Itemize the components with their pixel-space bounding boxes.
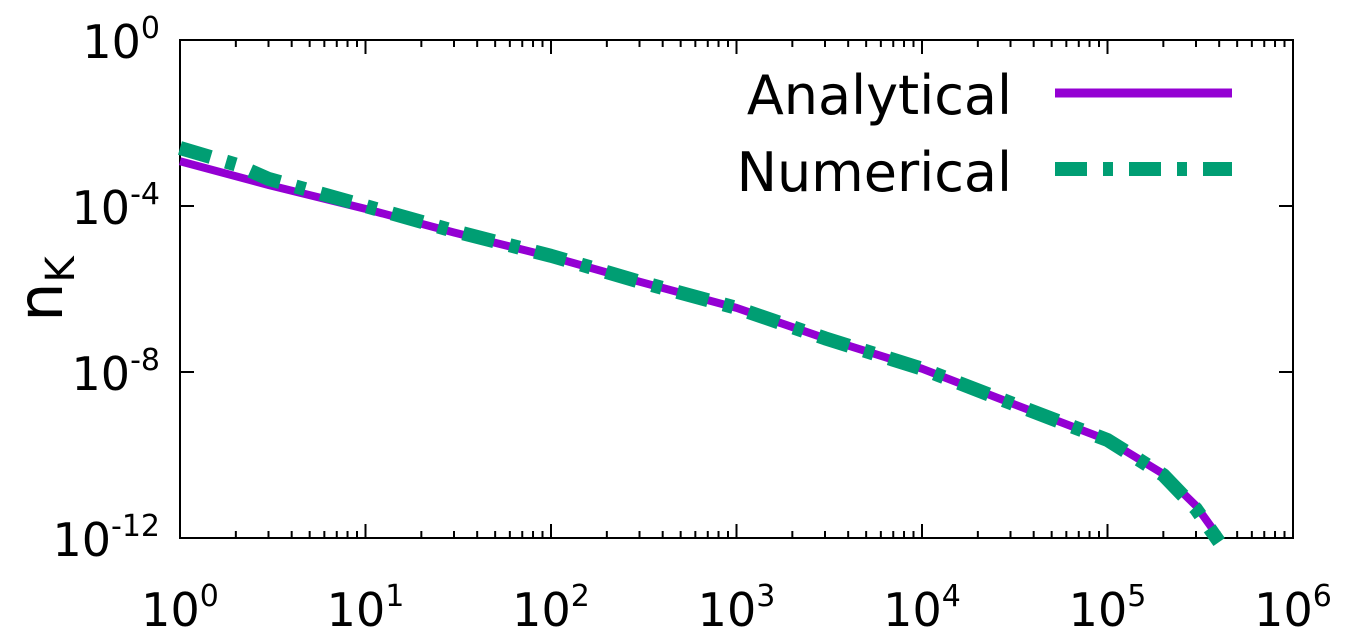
x-tick-labels: 100 101 102 103 104 105 106 [141, 579, 1332, 637]
x-tick-label: 104 [883, 579, 961, 637]
y-tick-label: 100 [82, 11, 160, 69]
legend: Analytical Numerical [737, 64, 1232, 204]
x-tick-label: 106 [1254, 579, 1332, 637]
x-tick-label: 105 [1069, 579, 1147, 637]
x-tick-label: 102 [512, 579, 590, 637]
series-line-numerical [178, 141, 1225, 547]
y-tick-label: 10-12 [52, 509, 160, 567]
plot-frame [179, 39, 1294, 539]
y-tick-label: 10-8 [72, 343, 160, 401]
y-tick-labels: 100 10-4 10-8 10-12 [52, 11, 160, 567]
x-tick-label: 101 [327, 579, 405, 637]
axis-ticks [180, 39, 1293, 539]
legend-label-analytical: Analytical [747, 64, 1012, 127]
series-line-analytical [178, 157, 1223, 541]
x-tick-label: 100 [141, 579, 219, 637]
x-tick-label: 103 [698, 579, 776, 637]
y-tick-label: 10-4 [72, 177, 160, 235]
y-axis-label-base: n [4, 282, 77, 321]
series-layer [178, 141, 1225, 547]
legend-label-numerical: Numerical [737, 141, 1012, 204]
y-axis-label: nK [4, 254, 84, 321]
y-axis-label-subscript: K [38, 254, 84, 282]
